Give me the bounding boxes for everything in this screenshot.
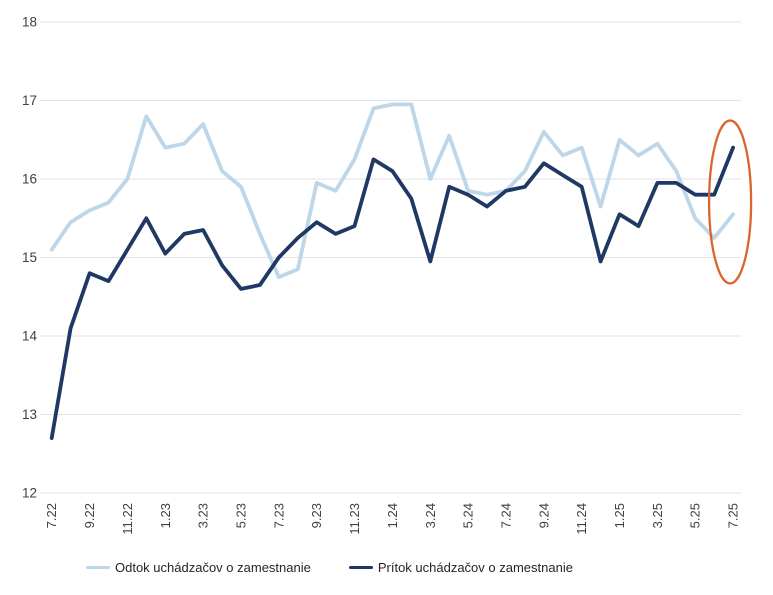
series-line-odtok (49, 102, 735, 280)
legend-item-odtok[interactable]: Odtok uchádzačov o zamestnanie (86, 560, 311, 575)
x-axis-label-1.23: 1.23 (158, 503, 173, 528)
legend-item-pritok[interactable]: Prítok uchádzačov o zamestnanie (348, 560, 573, 575)
x-axis-label-7.24: 7.24 (498, 503, 513, 528)
x-axis-label-7.23: 7.23 (271, 503, 286, 528)
legend-marker-odtok-icon (86, 565, 110, 570)
x-axis-label-9.23: 9.23 (309, 503, 324, 528)
legend-label-pritok: Prítok uchádzačov o zamestnanie (377, 560, 573, 575)
x-axis-label-7.22: 7.22 (44, 503, 59, 528)
x-axis-label-9.22: 9.22 (82, 503, 97, 528)
x-axis-label-5.24: 5.24 (461, 503, 476, 528)
highlight-ellipse (707, 119, 753, 285)
x-axis-label-7.25: 7.25 (726, 503, 741, 528)
x-axis-label-11.23: 11.23 (347, 503, 362, 535)
x-axis-label-9.24: 9.24 (536, 503, 551, 528)
legend-marker-pritok-icon (348, 565, 373, 570)
series-line-pritok (49, 145, 735, 441)
y-axis-label-15: 15 (22, 250, 37, 265)
y-axis-label-17: 17 (22, 93, 37, 108)
x-axis-label-3.25: 3.25 (650, 503, 665, 528)
legend: Odtok uchádzačov o zamestnanie Prítok uc… (86, 560, 573, 575)
x-axis-label-5.25: 5.25 (688, 503, 703, 528)
legend-label-odtok: Odtok uchádzačov o zamestnanie (115, 560, 311, 575)
line-chart: 12 13 14 15 16 17 18 7.22 9.22 11.22 1.23 3.23 5.23 7… (22, 15, 753, 535)
x-axis-label-3.23: 3.23 (196, 503, 211, 528)
y-axis-label-13: 13 (22, 407, 37, 422)
y-axis-label-12: 12 (22, 486, 37, 501)
x-axis-label-1.25: 1.25 (612, 503, 627, 528)
y-axis-label-16: 16 (22, 172, 37, 187)
x-axis-label-3.24: 3.24 (423, 503, 438, 528)
x-axis-label-11.22: 11.22 (120, 503, 135, 535)
x-axis-label-5.23: 5.23 (233, 503, 248, 528)
y-axis-label-14: 14 (22, 329, 38, 344)
x-axis-label-11.24: 11.24 (574, 503, 589, 535)
y-axis-label-18: 18 (22, 15, 37, 30)
x-axis-label-1.24: 1.24 (385, 503, 400, 528)
